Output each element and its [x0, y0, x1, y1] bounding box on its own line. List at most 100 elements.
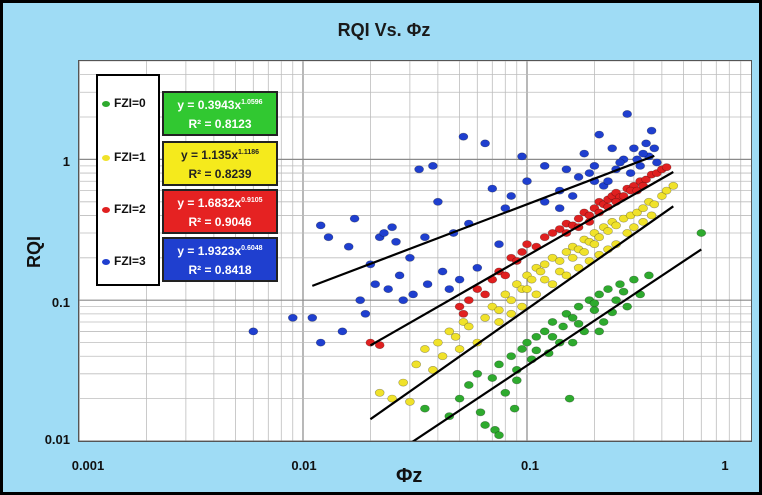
data-point-fzi1 [433, 338, 443, 347]
data-point-fzi1 [411, 360, 422, 369]
data-point-fzi3 [414, 165, 424, 174]
data-point-fzi2 [463, 296, 474, 305]
data-point-fzi1 [561, 271, 572, 280]
legend-label: FZI=1 [114, 150, 146, 164]
legend-marker [102, 100, 110, 107]
data-point-fzi3 [638, 149, 648, 158]
data-point-fzi0 [615, 280, 625, 289]
data-point-fzi1 [480, 313, 490, 322]
data-point-fzi1 [611, 221, 621, 230]
data-point-fzi0 [558, 322, 568, 331]
data-point-fzi2 [374, 341, 385, 349]
data-point-fzi0 [463, 381, 474, 389]
data-point-fzi1 [494, 318, 504, 326]
data-point-fzi3 [487, 184, 498, 193]
equation-exponent: 1.0596 [241, 99, 263, 106]
data-point-fzi1 [374, 388, 385, 397]
data-point-fzi1 [539, 260, 550, 269]
data-point-fzi3 [248, 327, 259, 336]
data-point-fzi0 [472, 369, 483, 378]
data-point-fzi3 [288, 313, 298, 322]
data-point-fzi1 [506, 296, 517, 305]
data-point-fzi1 [554, 257, 565, 265]
legend-item-fzi3: FZI=3 [102, 254, 146, 270]
data-point-fzi1 [539, 275, 550, 284]
data-point-fzi3 [315, 221, 326, 230]
data-point-fzi3 [480, 139, 490, 148]
data-point-fzi0 [420, 404, 430, 413]
data-point-fzi3 [433, 197, 443, 206]
data-point-fzi2 [661, 163, 672, 172]
data-point-fzi0 [547, 332, 558, 341]
data-point-fzi0 [564, 394, 575, 403]
trendline-equation-fzi2: y = 1.6832x0.9105 R² = 0.9046 [162, 189, 278, 234]
data-point-fzi3 [629, 144, 639, 153]
data-point-fzi3 [494, 240, 504, 249]
trendline-fzi0 [411, 248, 702, 441]
data-point-fzi2 [458, 309, 469, 318]
data-point-fzi0 [622, 302, 633, 311]
data-point-fzi1 [420, 345, 430, 353]
legend-label: FZI=2 [114, 202, 146, 216]
data-point-fzi1 [428, 365, 438, 374]
x-axis-label: Φz [396, 465, 423, 487]
y-axis-label: RQI [24, 235, 44, 268]
data-point-fzi2 [500, 271, 511, 280]
data-point-fzi1 [487, 302, 498, 311]
legend-item-fzi0: FZI=0 [102, 96, 146, 112]
data-point-fzi3 [641, 139, 651, 148]
data-point-fzi1 [649, 200, 660, 209]
data-point-fzi1 [500, 290, 511, 299]
legend-label: FZI=3 [114, 254, 146, 268]
legend-marker [102, 206, 110, 213]
data-point-fzi0 [531, 346, 542, 355]
data-point-fzi3 [603, 177, 613, 186]
data-point-fzi3 [522, 177, 532, 186]
data-point-fzi3 [607, 144, 618, 153]
data-point-fzi3 [594, 130, 605, 139]
data-point-fzi3 [589, 162, 600, 170]
data-point-fzi0 [522, 338, 532, 347]
data-point-fzi3 [652, 158, 662, 167]
data-point-fzi3 [420, 233, 430, 242]
y-tick-label: 0.1 [51, 295, 70, 310]
data-point-fzi0 [589, 299, 600, 308]
data-point-fzi3 [323, 233, 334, 242]
data-point-fzi0 [644, 271, 654, 280]
data-point-fzi1 [567, 253, 578, 262]
data-point-fzi0 [629, 275, 639, 284]
data-point-fzi1 [554, 267, 565, 276]
data-point-fzi2 [472, 285, 483, 293]
data-point-fzi1 [463, 322, 474, 331]
data-point-fzi3 [405, 253, 415, 262]
data-point-fzi3 [370, 280, 381, 289]
data-point-fzi0 [598, 318, 609, 326]
r-squared: R² = 0.9046 [188, 215, 252, 229]
data-point-fzi3 [349, 214, 360, 223]
legend-item-fzi1: FZI=1 [102, 150, 146, 166]
data-point-fzi3 [649, 144, 660, 153]
data-point-fzi2 [547, 229, 558, 237]
data-point-fzi1 [450, 332, 461, 341]
data-point-fzi3 [615, 158, 625, 167]
equation-text: y = 1.6832x [177, 196, 242, 210]
data-point-fzi1 [573, 263, 584, 272]
data-point-fzi0 [490, 425, 500, 434]
data-point-fzi0 [589, 306, 600, 314]
data-point-fzi2 [517, 248, 527, 256]
data-point-fzi0 [567, 313, 578, 322]
data-point-fzi1 [632, 208, 642, 217]
data-point-fzi3 [517, 152, 527, 161]
data-point-fzi1 [638, 217, 648, 226]
data-point-fzi3 [355, 296, 366, 305]
x-tick-label: 0.001 [71, 458, 105, 473]
data-point-fzi1 [579, 248, 590, 256]
data-point-fzi0 [547, 318, 558, 326]
data-point-fzi0 [594, 290, 605, 299]
equation-exponent: 1.1186 [238, 149, 260, 156]
data-point-fzi1 [517, 302, 527, 311]
data-point-fzi3 [646, 126, 657, 135]
data-point-fzi3 [506, 192, 517, 200]
data-point-fzi3 [472, 263, 483, 272]
chart-title: RQI Vs. Φz [337, 20, 431, 40]
